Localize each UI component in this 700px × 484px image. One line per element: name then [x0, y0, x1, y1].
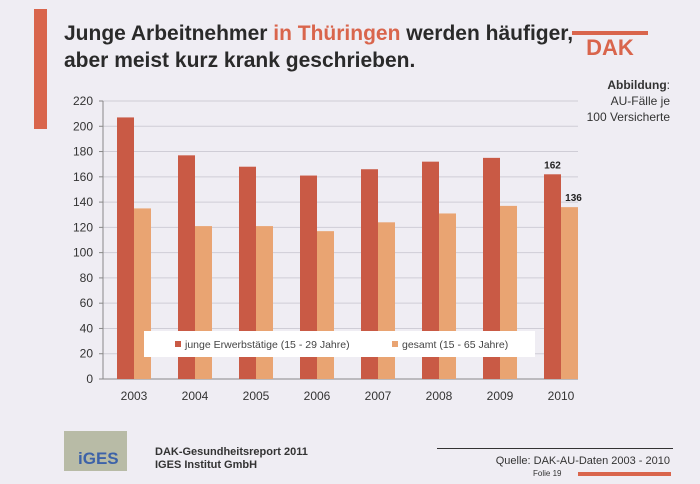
accent-bar [34, 9, 47, 129]
y-tick-label: 220 [73, 94, 93, 108]
iges-logo: iGES [64, 431, 127, 471]
y-tick-label: 40 [80, 321, 94, 335]
footer-accent-bar [578, 472, 671, 476]
divider [437, 448, 673, 449]
y-tick-label: 180 [73, 145, 93, 159]
legend-label: junge Erwerbstätige (15 - 29 Jahre) [184, 339, 350, 351]
y-tick-label: 20 [80, 347, 94, 361]
x-tick-label: 2005 [243, 389, 270, 403]
y-tick-label: 120 [73, 220, 93, 234]
x-tick-label: 2006 [304, 389, 331, 403]
y-tick-label: 160 [73, 170, 93, 184]
figure-caption: Abbildung: AU-Fälle je 100 Versicherte [587, 77, 670, 125]
x-tick-label: 2004 [182, 389, 209, 403]
report-institute: IGES Institut GmbH [155, 459, 258, 471]
data-label: 162 [544, 160, 561, 171]
bar-2007-series-1 [361, 169, 378, 379]
page-title: Junge Arbeitnehmer in Thüringen werden h… [64, 20, 573, 74]
bar-2010-series-1 [544, 174, 561, 379]
source-note: Quelle: DAK-AU-Daten 2003 - 2010 [495, 455, 670, 467]
bar-2009-series-1 [483, 157, 500, 379]
bar-2003-series-1 [117, 117, 134, 379]
svg-text:DAK: DAK [586, 35, 634, 55]
legend-swatch [175, 341, 181, 347]
y-tick-label: 60 [80, 296, 94, 310]
title-line2: aber meist kurz krank geschrieben. [64, 49, 416, 72]
x-tick-label: 2007 [365, 389, 392, 403]
x-tick-label: 2010 [548, 389, 575, 403]
iges-logo-text: iGES [78, 449, 119, 468]
report-info: DAK-Gesundheitsreport 2011 IGES Institut… [155, 446, 308, 472]
bar-2008-series-1 [422, 161, 439, 379]
bar-2006-series-1 [300, 175, 317, 379]
y-tick-label: 200 [73, 119, 93, 133]
y-tick-label: 80 [80, 271, 94, 285]
x-tick-label: 2008 [426, 389, 453, 403]
caption-line2: AU-Fälle je [610, 94, 670, 108]
title-part2: werden häufiger, [400, 22, 574, 45]
bar-2010-series-2 [561, 207, 578, 379]
caption-colon: : [666, 78, 670, 92]
data-label: 136 [565, 193, 582, 204]
bar-2005-series-1 [239, 166, 256, 379]
legend-label: gesamt (15 - 65 Jahre) [402, 339, 508, 351]
bar-2004-series-1 [178, 155, 195, 379]
title-part1: Junge Arbeitnehmer [64, 22, 274, 45]
y-tick-label: 0 [86, 372, 93, 386]
caption-line3: 100 Versicherte [586, 110, 670, 124]
x-tick-label: 2009 [487, 389, 514, 403]
dak-logo: DAK [572, 31, 648, 55]
slide-number: Folie 19 [533, 469, 562, 478]
title-highlight: in Thüringen [273, 22, 401, 45]
legend-swatch [392, 341, 398, 347]
caption-label: Abbildung [607, 78, 667, 92]
report-title: DAK-Gesundheitsreport 2011 [155, 446, 308, 458]
x-tick-label: 2003 [121, 389, 148, 403]
legend-box [144, 331, 535, 357]
y-tick-label: 100 [73, 246, 93, 260]
y-tick-label: 140 [73, 195, 93, 209]
